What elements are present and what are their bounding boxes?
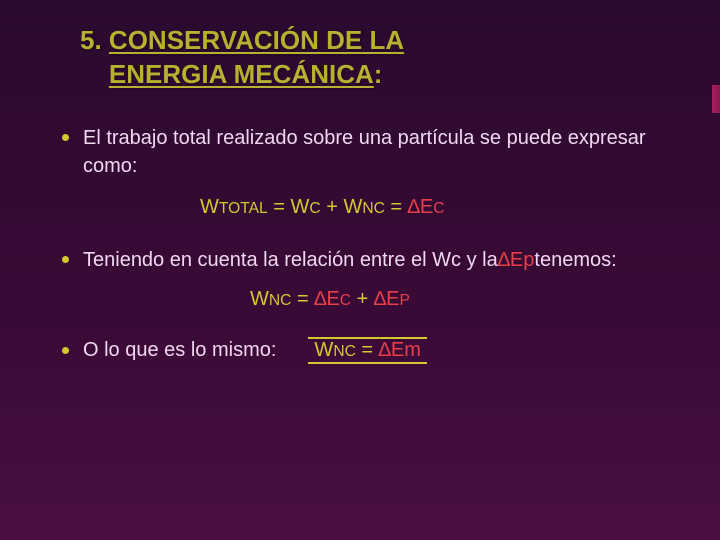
slide-title: 5. CONSERVACIÓN DE LA 5. ENERGIA MECÁNIC…: [80, 24, 680, 92]
title-prefix: 5.: [80, 25, 109, 55]
bullet-dot-icon: [62, 347, 69, 354]
delta-ep2: ∆EP: [374, 288, 410, 310]
title-line1: CONSERVACIÓN DE LA: [109, 25, 404, 55]
delta-ep-inline: ∆Ep: [498, 246, 535, 274]
delta-ec2: ∆EC: [314, 288, 351, 310]
bullet-text: O lo que es lo mismo:: [83, 339, 276, 362]
delta-ec: ∆EC: [408, 196, 445, 218]
delta-em: ∆Em: [379, 339, 421, 361]
bullet-item: O lo que es lo mismo: WNC = ∆Em: [40, 337, 680, 364]
bullet-text: El trabajo total realizado sobre una par…: [83, 124, 680, 180]
bullet-dot-icon: [62, 134, 69, 141]
bullet-dot-icon: [62, 256, 69, 263]
slide-container: 5. CONSERVACIÓN DE LA 5. ENERGIA MECÁNIC…: [0, 0, 720, 540]
bullet-item: El trabajo total realizado sobre una par…: [40, 124, 680, 180]
bullet-item: Teniendo en cuenta la relación entre el …: [40, 246, 680, 274]
formula-wnc: WNC = ∆EC + ∆EP: [250, 288, 680, 311]
formula-final: WNC = ∆Em: [308, 337, 426, 364]
title-line2: ENERGIA MECÁNICA: [109, 59, 374, 89]
formula-total: WTOTAL = WC + WNC = ∆EC: [200, 194, 680, 220]
title-colon: :: [374, 59, 383, 89]
decor-right-bar: [712, 85, 720, 113]
bullet-text: Teniendo en cuenta la relación entre el …: [83, 246, 617, 274]
